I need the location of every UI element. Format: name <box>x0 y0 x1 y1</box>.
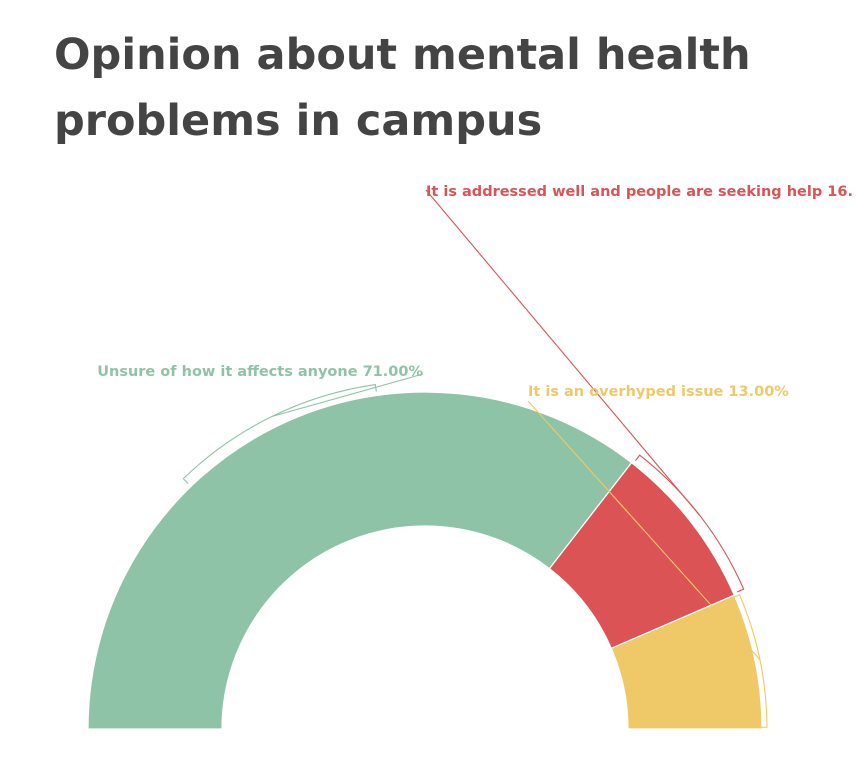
chart-title: Opinion about mental health problems in … <box>54 30 751 146</box>
slice-label-0: Unsure of how it affects anyone 71.00% <box>97 364 423 380</box>
leader-line-0 <box>271 373 424 418</box>
leader-line-2 <box>527 400 761 661</box>
labels-layer: Unsure of how it affects anyone 71.00% It… <box>97 184 853 728</box>
leader-line-1 <box>425 189 701 517</box>
slices-layer <box>87 391 763 730</box>
slice-0 <box>87 391 633 730</box>
slice-2 <box>610 594 763 730</box>
slice-label-2: It is an overhyped issue 13.00% <box>528 384 789 400</box>
slice-bracket-1 <box>634 454 745 593</box>
slice-label-1: It is addressed well and people are seek… <box>426 184 853 200</box>
